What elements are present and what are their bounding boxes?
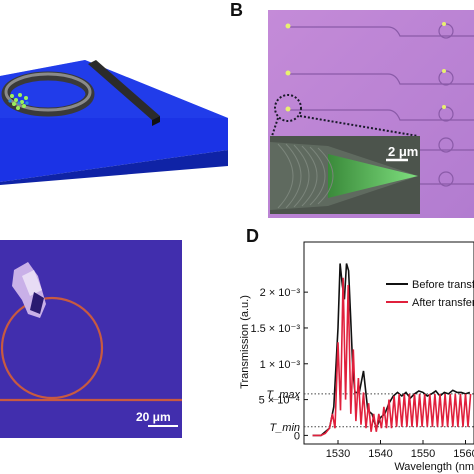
x-tick-label: 1530 [326,448,350,460]
annotation-label: T_max [266,389,300,401]
annotation-label: T_min [269,422,300,434]
panel-a-device-schematic [0,0,228,185]
y-tick-label: 1.5 × 10⁻³ [250,323,300,335]
x-axis-label: Wavelength (nm) [394,461,474,473]
panel-b-micrograph: 2 μm [268,10,474,218]
y-tick-label: 0 [294,430,300,442]
legend-label-after: After transfer [412,297,474,309]
y-tick-label: 5 × 10⁻⁴ [259,395,301,407]
panel-b-label: B [230,0,243,20]
panel-c-micrograph: 20 μm [0,240,182,438]
y-tick-label: 1 × 10⁻³ [260,359,301,371]
x-tick-label: 1550 [411,448,435,460]
y-axis-label: Transmission (a.u.) [239,295,251,389]
y-tick-label: 2 × 10⁻³ [260,287,301,299]
legend-label-before: Before transfer [412,279,474,291]
panel-d-label: D [246,226,259,246]
scale-label-c: 20 μm [136,410,171,424]
ring-micrograph-image: 20 μm [0,240,182,438]
x-tick-label: 1560 [453,448,474,460]
panel-d-chart: 0 5 × 10⁻⁴ 1 × 10⁻³ 1.5 × 10⁻³ 2 × 10⁻³ 1530… [236,232,474,474]
scale-label-b: 2 μm [388,144,418,159]
x-tick-label: 1540 [368,448,392,460]
device-schematic-illustration [0,60,228,185]
legend: Before transfer After transfer [386,279,474,309]
transmission-chart: 0 5 × 10⁻⁴ 1 × 10⁻³ 1.5 × 10⁻³ 2 × 10⁻³ 1530… [239,241,474,473]
series-line-after-transfer [312,277,472,437]
micrograph-image: 2 μm [268,10,474,218]
